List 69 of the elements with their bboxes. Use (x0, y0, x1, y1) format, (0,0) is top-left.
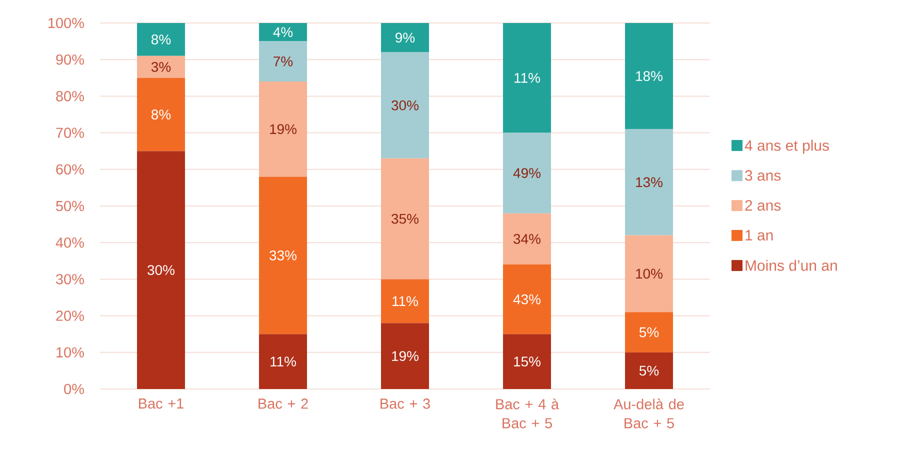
bar (259, 334, 307, 389)
annotation: 11% (514, 72, 540, 83)
annotation: 7% (274, 56, 293, 66)
y-tick-label: 90% (56, 54, 84, 65)
x-tick-label: Bac + 3 (380, 398, 430, 409)
annotation: 11% (270, 356, 296, 366)
bar (503, 213, 552, 265)
bar (381, 52, 430, 158)
x-tick-label: Au-delà de Bac + 5 (614, 398, 684, 428)
y-tick-label: 80% (56, 91, 84, 102)
y-tick-label: 100% (48, 18, 84, 28)
bar (259, 82, 307, 177)
legend-label: 3 ans (745, 170, 781, 181)
bar (137, 78, 185, 152)
y-tick-label: 50% (56, 200, 84, 212)
bar (381, 158, 430, 280)
annotation: 5% (639, 327, 659, 338)
bar (381, 279, 430, 324)
bar (625, 352, 674, 389)
y-tick-label: 70% (56, 128, 84, 138)
bar (625, 312, 674, 352)
y-tick-label: 30% (56, 274, 84, 284)
annotation: 3% (151, 62, 171, 72)
bar (137, 22, 185, 56)
legend-label: 4 ans et plus (744, 140, 829, 154)
bar (137, 56, 185, 78)
y-tick-label: 60% (56, 164, 84, 175)
x-tick-label: Bac +1 (139, 398, 184, 409)
annotation: 10% (636, 268, 663, 279)
bar (625, 22, 674, 130)
bar (625, 235, 674, 312)
bar (503, 22, 552, 133)
annotation: 8% (151, 34, 171, 44)
y-tick-label: 10% (56, 347, 84, 358)
annotation: 34% (514, 234, 541, 244)
annotation: 13% (636, 177, 663, 188)
bar (259, 22, 307, 42)
annotation: 11% (392, 296, 418, 306)
annotation: 9% (396, 32, 415, 43)
x-tick-label: Bac + 4 à Bac + 5 (496, 398, 560, 428)
annotation: 8% (151, 110, 171, 120)
bar (625, 129, 674, 236)
annotation: 4% (273, 27, 293, 38)
annotation: 5% (639, 366, 659, 376)
legend-label: Moins d’un an (746, 260, 837, 271)
annotation: 35% (392, 214, 419, 224)
bar (137, 151, 185, 389)
bar (259, 41, 307, 82)
bar (381, 22, 430, 52)
legend-label: 1 an (746, 230, 773, 241)
bar (503, 334, 552, 389)
annotation: 30% (148, 265, 175, 276)
y-tick-label: 40% (56, 237, 84, 248)
bar (503, 132, 552, 214)
bar (259, 176, 307, 334)
annotation: 15% (514, 356, 541, 366)
bar (503, 264, 552, 334)
bar (381, 323, 430, 389)
annotation: 49% (513, 168, 541, 178)
annotation: 18% (636, 71, 663, 82)
y-tick-label: 0% (64, 384, 84, 394)
annotation: 19% (392, 351, 419, 362)
y-tick-label: 20% (56, 310, 84, 321)
annotation: 43% (513, 294, 541, 304)
x-tick-label: Bac + 2 (258, 398, 308, 409)
legend-label: 2 ans (745, 200, 781, 211)
annotation: 19% (270, 124, 297, 134)
annotation: 30% (392, 100, 419, 110)
annotation: 33% (270, 250, 297, 260)
